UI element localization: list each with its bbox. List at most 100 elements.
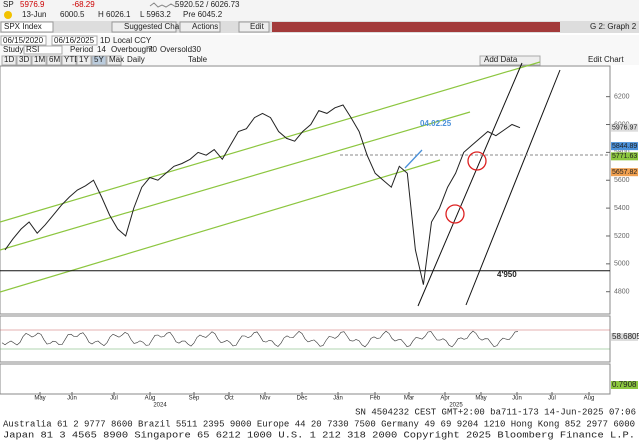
y-tick-label: 4800 — [614, 289, 630, 296]
graph: G 2: Graph 2 — [590, 22, 637, 31]
highlight — [467, 151, 487, 171]
ticker: SP — [3, 0, 14, 9]
month-label: Mar — [404, 396, 414, 402]
month-label: Nov — [260, 396, 271, 402]
range-button[interactable] — [46, 55, 62, 66]
overbought: 70 — [148, 45, 157, 54]
edit-button[interactable] — [238, 21, 270, 33]
trend-line — [0, 111, 471, 251]
volume-value: 0.7908 — [612, 380, 637, 389]
month-label: Jan — [333, 396, 343, 402]
last: 5976.9 — [20, 0, 45, 9]
channel-line — [417, 62, 523, 307]
range-button[interactable] — [76, 55, 92, 66]
edit-chart: Edit Chart — [588, 55, 624, 64]
end: 06/16/2025 — [54, 36, 95, 45]
start-field[interactable] — [0, 35, 47, 46]
actions: Actions — [192, 22, 218, 31]
oversold: 30 — [192, 45, 201, 54]
contacts: Australia 61 2 9777 8600 Brazil 5511 239… — [3, 419, 635, 429]
y-tick-label: 5200 — [614, 233, 630, 240]
month-label: Sep — [189, 396, 200, 402]
y-tick-label: 6200 — [614, 93, 630, 100]
currency: Local CCY — [113, 36, 152, 45]
year-label: 2025 — [449, 403, 463, 409]
month-label: May — [475, 396, 486, 402]
volume-panel — [0, 363, 611, 395]
study-field[interactable] — [23, 45, 63, 55]
highlight — [445, 204, 465, 224]
range-label: Max — [109, 55, 124, 64]
month-label: May — [34, 396, 45, 402]
month-label: Aug — [584, 396, 595, 402]
range: 5920.52 / 6026.73 — [175, 0, 240, 9]
arrow — [404, 149, 423, 169]
period-unit: 1D — [100, 36, 110, 45]
range-label: YTD — [64, 55, 80, 64]
price-panel — [0, 65, 611, 315]
suggested-button[interactable] — [111, 21, 177, 33]
range-label: 1D — [4, 55, 14, 64]
range-button[interactable] — [91, 55, 107, 66]
pre: Pre 6045.2 — [183, 10, 223, 19]
period: 14 — [97, 45, 106, 54]
price-box — [611, 123, 638, 132]
range-button[interactable] — [16, 55, 32, 66]
month-label: Apr — [440, 396, 449, 402]
range-label: 6M — [49, 55, 60, 64]
frequency: Daily — [127, 55, 145, 64]
y-tick-label: 5000 — [614, 261, 630, 268]
rsi-box — [611, 333, 638, 341]
red-bar — [272, 22, 560, 32]
range-button[interactable] — [61, 55, 77, 66]
oversold-label: Oversold — [160, 45, 192, 54]
add-data: Add Data — [484, 55, 518, 64]
range-label: 1M — [34, 55, 45, 64]
y-tick-label: 5400 — [614, 205, 630, 212]
actions-button[interactable] — [179, 21, 221, 33]
channel-line — [465, 69, 561, 306]
edit: Edit — [250, 22, 265, 31]
annotation: 04.02.25 — [420, 119, 452, 128]
month-label: Jun — [512, 396, 522, 402]
sparkline — [149, 2, 177, 8]
suggested: Suggested Charts — [124, 22, 188, 31]
table: Table — [188, 55, 208, 64]
month-label: Jul — [548, 396, 556, 402]
y-tick-label: 5600 — [614, 177, 630, 184]
period-label: Period — [70, 45, 93, 54]
trend-line — [0, 61, 541, 223]
start: 06/15/2020 — [3, 36, 44, 45]
overbought-label: Overbought — [111, 45, 154, 54]
year-label: 2024 — [153, 403, 167, 409]
range-label: 1Y — [79, 55, 89, 64]
contacts: Japan 81 3 4565 8900 Singapore 65 6212 1… — [3, 430, 635, 440]
price-label: 5771.63 — [612, 153, 637, 160]
security-box[interactable] — [0, 21, 54, 33]
open: 6000.5 — [60, 10, 85, 19]
security: SPX Index — [4, 22, 42, 31]
change: -68.29 — [72, 0, 95, 9]
add-data-button[interactable] — [479, 55, 541, 66]
rsi-value: 58.6805 — [612, 332, 639, 341]
session: SN 4504232 CEST GMT+2:00 ba711-173 14-Ju… — [355, 407, 636, 417]
low: L 5963.2 — [140, 10, 171, 19]
price-box — [611, 168, 638, 177]
study-label: Study — [3, 45, 23, 54]
price-box — [611, 152, 638, 161]
price-box — [611, 142, 638, 151]
rsi-line — [1, 330, 519, 348]
trend-line — [0, 159, 441, 293]
range-buttons: 1D 3D 1M 6M YTD 1Y 5Y Max — [1, 55, 124, 66]
high: H 6026.1 — [98, 10, 131, 19]
range-button[interactable] — [1, 55, 17, 66]
range-button[interactable] — [106, 55, 122, 66]
month-label: Jun — [67, 396, 77, 402]
range-button[interactable] — [31, 55, 47, 66]
icon — [4, 11, 12, 19]
price-line — [4, 104, 521, 285]
range-label: 3D — [19, 55, 29, 64]
month-label: Jul — [110, 396, 118, 402]
end-field[interactable] — [51, 35, 98, 46]
